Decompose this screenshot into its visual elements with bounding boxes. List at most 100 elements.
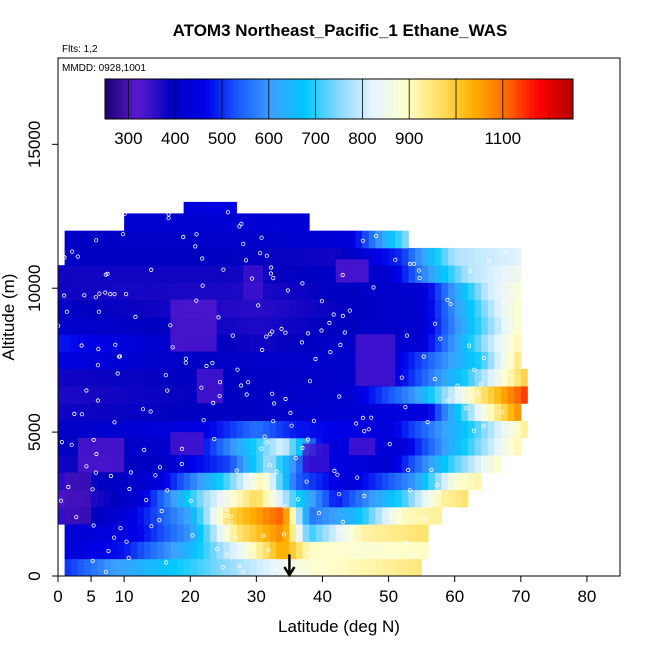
heatmap-cell [249,403,257,421]
heatmap-cell [381,506,389,525]
sample-point [224,513,229,518]
heatmap-cell [309,230,317,249]
heatmap-cell [124,230,132,249]
heatmap-cell [381,247,389,266]
heatmap-cell [408,368,416,387]
heatmap-cell [269,472,277,491]
sample-point [224,507,229,512]
heatmap-cell [64,558,72,577]
heatmap-cell [415,558,423,577]
sample-point [95,363,101,368]
heatmap-cell [216,420,224,439]
sample-point [166,216,171,221]
colorbar-segment [303,79,309,119]
heatmap-cell [507,282,515,301]
heatmap-cell [368,541,376,560]
heatmap-cell [91,247,99,266]
heatmap-cell [130,317,138,335]
heatmap-cell [262,368,270,387]
heatmap-cell [137,368,145,387]
heatmap-cell [421,455,429,473]
heatmap-cell [481,368,489,387]
heatmap-cell [282,247,290,266]
sample-point [337,394,342,399]
heatmap-cell [289,541,297,560]
sample-point [141,407,146,412]
heatmap-cell [216,201,224,214]
heatmap-cell [203,230,211,249]
heatmap-cell [289,265,297,283]
heatmap-cell [163,472,171,491]
heatmap-cell [110,299,118,318]
heatmap-cell [124,282,132,301]
heatmap-cell [322,420,330,439]
heatmap-cell [77,265,85,283]
heatmap-cell [196,351,204,370]
heatmap-cell [170,247,178,266]
heatmap-cell [395,334,403,352]
heatmap-cell [514,334,522,352]
heatmap-cell [408,472,416,491]
heatmap-cell [124,489,132,508]
heatmap-cell [415,524,423,542]
sample-point [332,468,337,473]
heatmap-cell [110,524,118,542]
heatmap-cell [183,524,191,542]
heatmap-cell [229,213,237,232]
colorbar-tick-label: 800 [348,129,376,148]
sample-point [157,465,163,470]
heatmap-cell [428,506,436,525]
heatmap-cell [461,437,469,456]
heatmap-cell [395,437,403,456]
heatmap-cell [362,524,370,542]
heatmap-cell [150,265,158,283]
heatmap-cell [381,265,389,283]
heatmap-cell [203,524,211,542]
heatmap-cell [441,299,449,318]
colorbar-segment [545,79,551,119]
heatmap-cell [375,455,383,473]
heatmap-cell [474,265,482,283]
heatmap-cell [84,368,92,387]
heatmap-cell [117,420,125,439]
heatmap-cell [91,506,99,525]
heatmap-cell [289,317,297,335]
sample-point [354,421,359,426]
heatmap-cell [77,386,85,404]
heatmap-cell [289,247,297,266]
sample-point [217,379,223,385]
heatmap-cell [362,317,370,335]
heatmap-cell [322,472,330,491]
heatmap-cell [84,265,92,283]
colorbar-segment [186,79,192,119]
heatmap-cell [408,334,416,352]
heatmap-cell [223,541,231,560]
heatmap-cell [243,334,251,352]
heatmap-cell [163,334,171,352]
heatmap-cell [381,455,389,473]
heatmap-cell [381,386,389,404]
heatmap-cell [64,403,72,421]
x-tick-label: 70 [511,587,530,606]
heatmap-cell [355,282,363,301]
sample-point [244,392,249,397]
heatmap-cell [481,265,489,283]
heatmap-cell [157,282,165,301]
heatmap-cell [58,282,66,301]
heatmap-cell [150,455,158,473]
heatmap-cell [362,403,370,421]
heatmap-cell [256,524,264,542]
x-axis-label: Latitude (deg N) [278,617,400,636]
heatmap-cell [130,403,138,421]
sample-point [108,473,114,479]
heatmap-cell [163,368,171,387]
heatmap-cell [322,299,330,318]
heatmap-cell [421,247,429,266]
heatmap-cell [183,455,191,473]
heatmap-cell [150,317,158,335]
sample-point [328,349,333,355]
heatmap-cell [157,489,165,508]
colorbar-segment [389,79,395,119]
heatmap-cell [117,317,125,335]
heatmap-cell [163,351,171,370]
